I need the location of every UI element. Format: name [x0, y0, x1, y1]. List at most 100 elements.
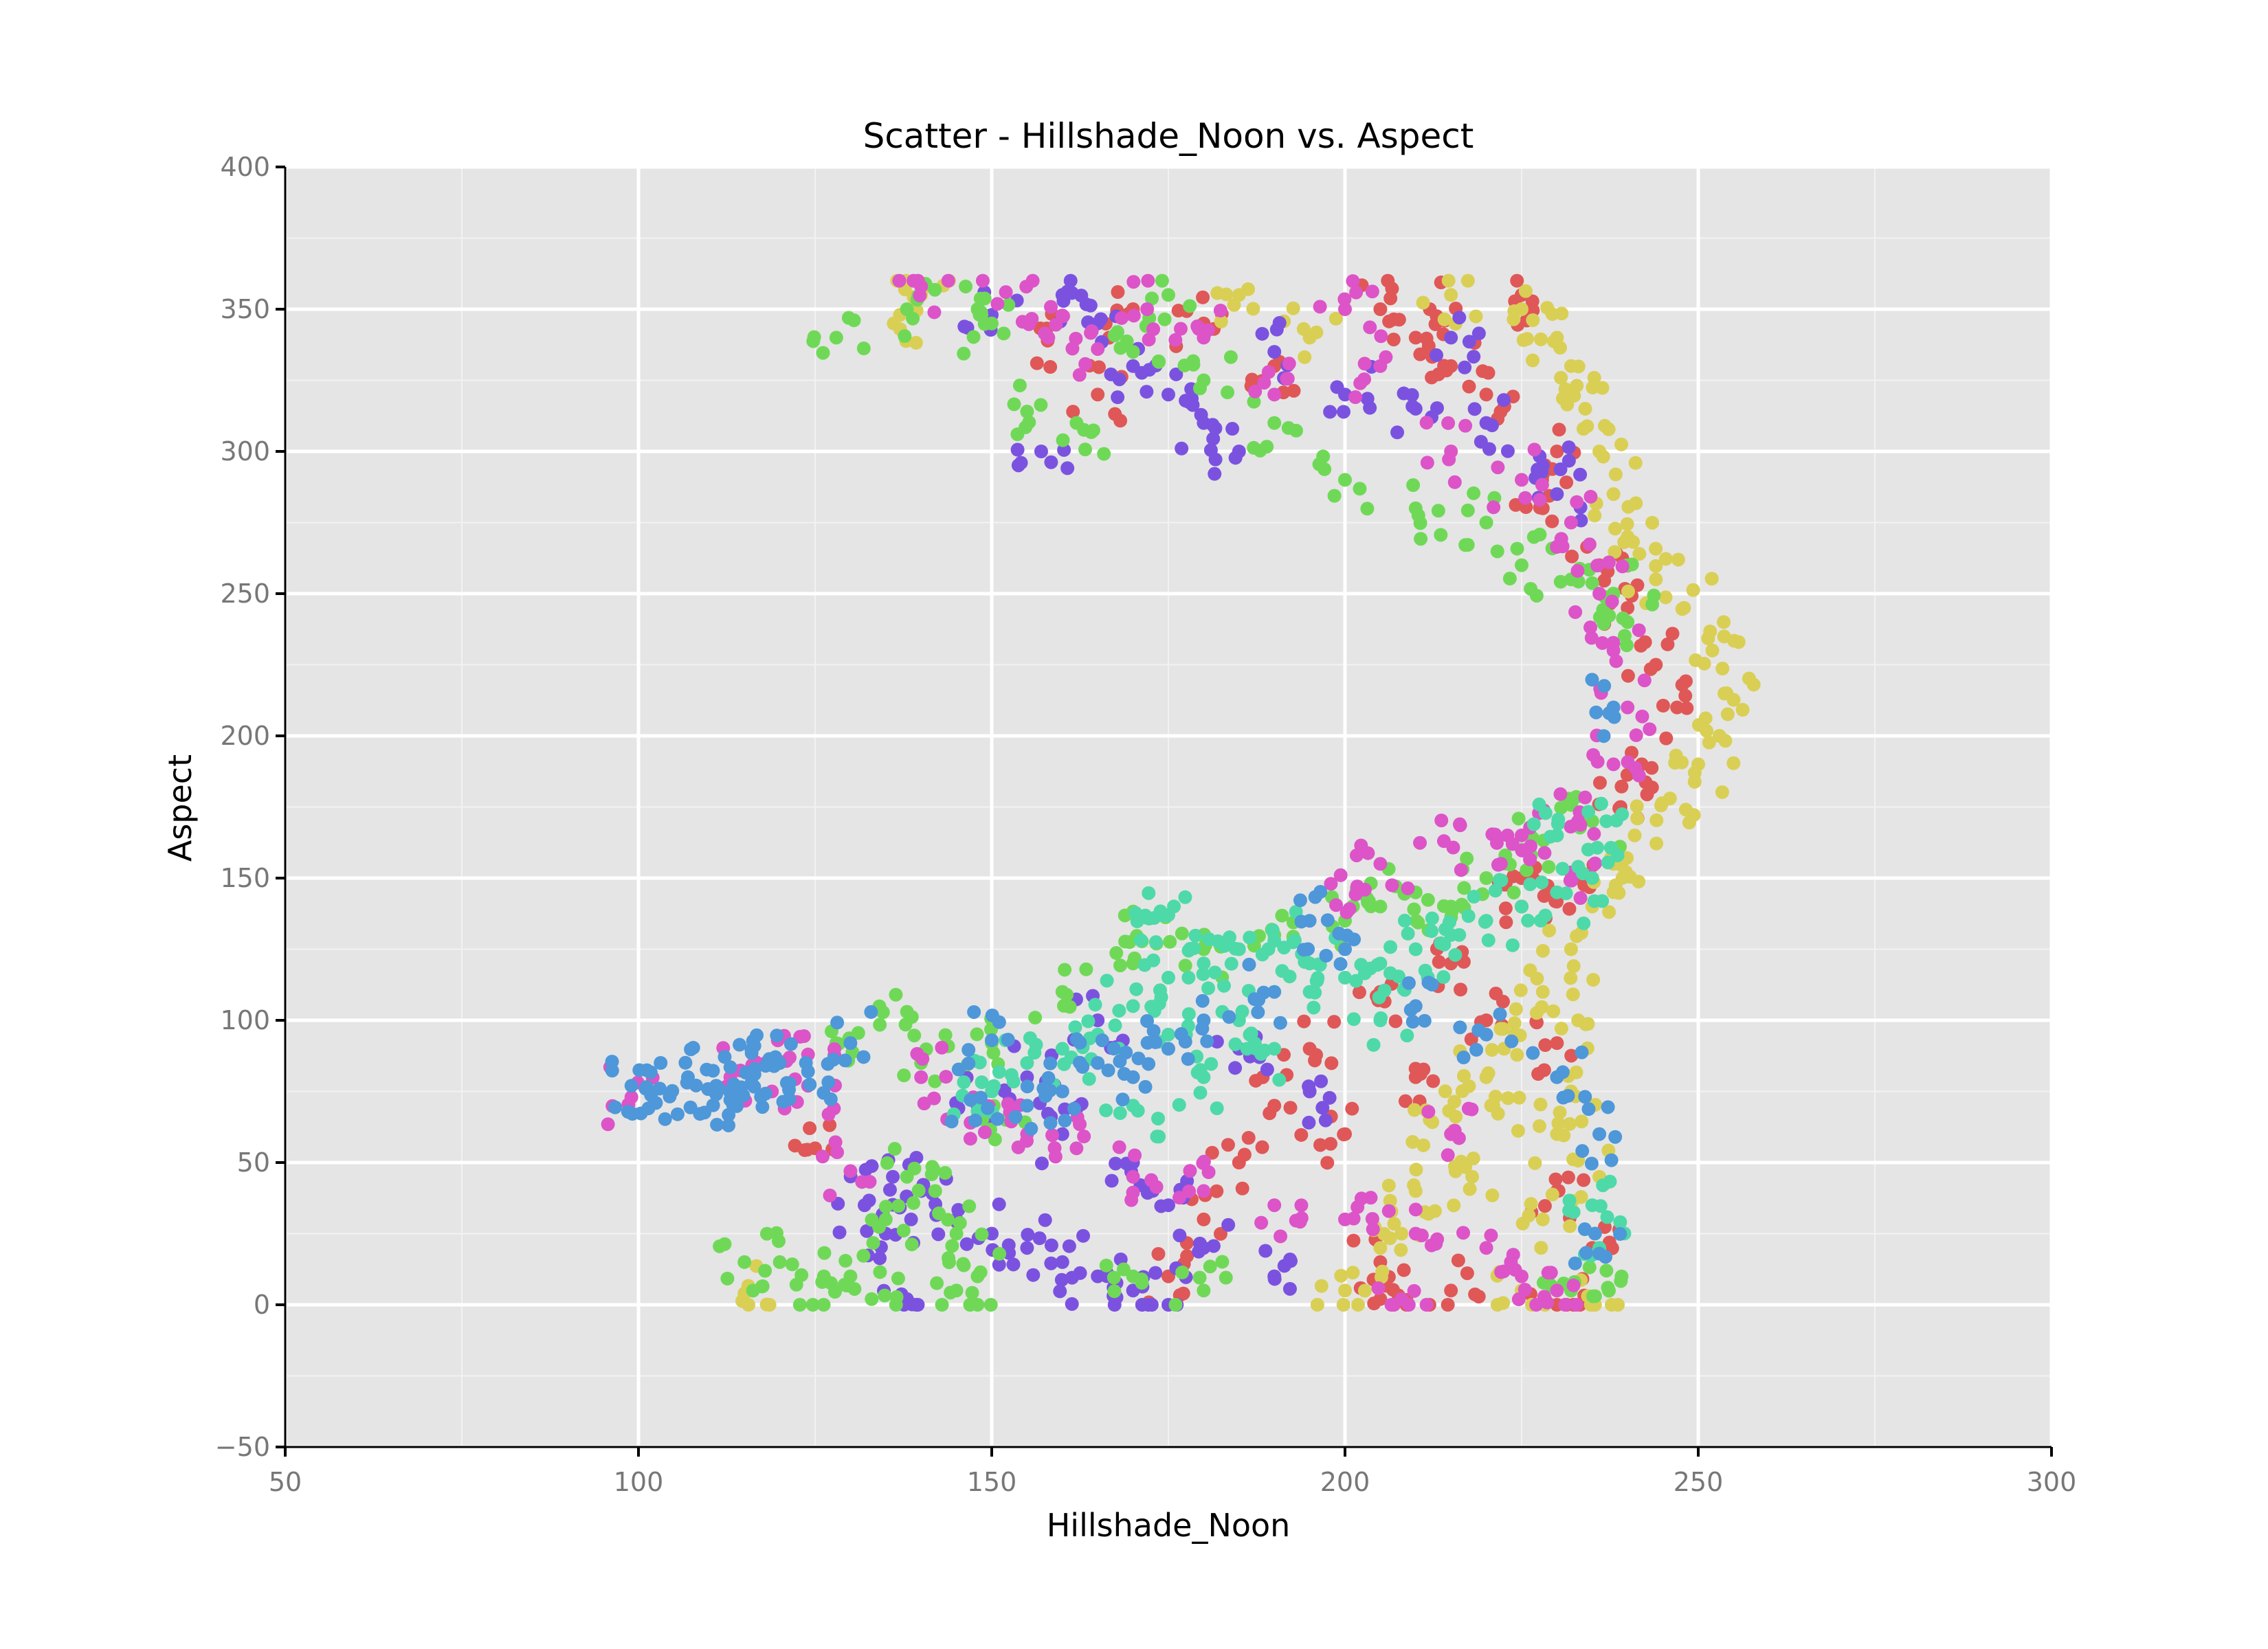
data-point: [891, 1199, 906, 1213]
data-point: [1597, 729, 1611, 743]
data-point: [758, 1264, 772, 1278]
data-point: [1535, 1000, 1549, 1014]
data-point: [1485, 1043, 1499, 1057]
data-point: [1655, 796, 1669, 811]
data-point: [1630, 811, 1645, 826]
data-point: [1124, 1193, 1139, 1207]
data-point: [1564, 1048, 1579, 1063]
data-point: [1718, 734, 1733, 748]
data-point: [1559, 475, 1574, 490]
y-tick-label: 250: [220, 579, 270, 609]
data-point: [931, 1227, 946, 1242]
data-point: [970, 1027, 984, 1042]
data-point: [1197, 1184, 1211, 1198]
data-point: [1431, 504, 1445, 518]
data-point: [858, 1163, 873, 1177]
data-point: [1078, 442, 1092, 457]
data-point: [1020, 1056, 1034, 1070]
data-point: [1537, 1199, 1552, 1213]
data-point: [1385, 282, 1399, 296]
data-point: [1421, 1105, 1436, 1119]
data-point: [1073, 1117, 1087, 1132]
data-point: [1553, 787, 1568, 801]
data-point: [1656, 699, 1670, 713]
data-point: [1349, 974, 1364, 988]
data-point: [1334, 1268, 1348, 1283]
data-point: [815, 1149, 830, 1164]
data-point: [973, 1090, 988, 1105]
data-point: [1053, 1284, 1067, 1299]
data-point: [1452, 928, 1467, 942]
data-point: [1401, 926, 1415, 941]
data-point: [878, 1200, 893, 1214]
data-point: [1043, 1116, 1058, 1130]
data-point: [985, 1033, 999, 1047]
data-point: [1447, 475, 1462, 489]
data-point: [1201, 323, 1215, 337]
data-point: [1678, 688, 1693, 703]
data-point: [1310, 974, 1324, 988]
data-point: [1294, 1198, 1309, 1213]
data-point: [1030, 356, 1044, 370]
data-point: [1649, 572, 1663, 587]
data-point: [1569, 1298, 1583, 1312]
data-point: [1496, 1022, 1510, 1036]
data-point: [1735, 703, 1750, 717]
data-point: [911, 273, 925, 288]
data-point: [1109, 945, 1124, 960]
data-point: [1367, 1297, 1381, 1311]
data-point: [828, 1135, 843, 1149]
data-point: [1545, 307, 1559, 322]
data-point: [1387, 1217, 1401, 1231]
data-point: [1383, 1193, 1397, 1208]
data-point: [1437, 359, 1452, 373]
data-point: [1407, 1283, 1421, 1298]
data-point: [1346, 274, 1360, 289]
data-point: [1135, 366, 1149, 380]
data-point: [1049, 317, 1063, 332]
data-point: [1413, 835, 1427, 850]
data-point: [1254, 1215, 1269, 1230]
data-point: [1584, 1156, 1599, 1171]
grid-minor: [285, 167, 2052, 1447]
data-point: [1401, 881, 1415, 895]
data-point: [1510, 273, 1524, 288]
data-point: [1533, 493, 1547, 507]
data-point: [1606, 757, 1621, 772]
data-point: [1183, 299, 1197, 313]
data-point: [654, 1056, 668, 1070]
data-point: [678, 1055, 693, 1070]
data-point: [917, 1097, 931, 1111]
data-point: [1263, 1106, 1277, 1121]
data-point: [1529, 1298, 1544, 1312]
data-point: [1364, 899, 1378, 914]
data-point: [1528, 1156, 1542, 1170]
data-point: [1550, 540, 1564, 554]
data-point: [1453, 1020, 1467, 1035]
data-point: [1578, 790, 1592, 805]
data-point: [1599, 1264, 1614, 1278]
data-point: [1055, 1084, 1069, 1099]
data-point: [1320, 1156, 1335, 1170]
data-point: [1500, 444, 1515, 458]
data-point: [1599, 814, 1614, 829]
data-point: [817, 1246, 832, 1260]
data-point: [1582, 537, 1597, 552]
data-point: [977, 1125, 992, 1139]
data-point: [1254, 1047, 1269, 1062]
data-point: [762, 1052, 777, 1066]
data-point: [1091, 388, 1105, 402]
data-point: [1001, 1097, 1015, 1111]
data-point: [1401, 976, 1416, 990]
data-point: [1558, 1298, 1572, 1312]
data-point: [1346, 1266, 1360, 1280]
data-point: [939, 1070, 953, 1084]
data-point: [1582, 1260, 1597, 1275]
data-point: [1526, 303, 1540, 317]
data-point: [1554, 370, 1568, 385]
data-point: [1689, 653, 1703, 667]
data-point: [718, 1050, 732, 1064]
data-point: [898, 329, 912, 344]
data-point: [1140, 302, 1155, 316]
data-point: [1068, 1020, 1082, 1035]
